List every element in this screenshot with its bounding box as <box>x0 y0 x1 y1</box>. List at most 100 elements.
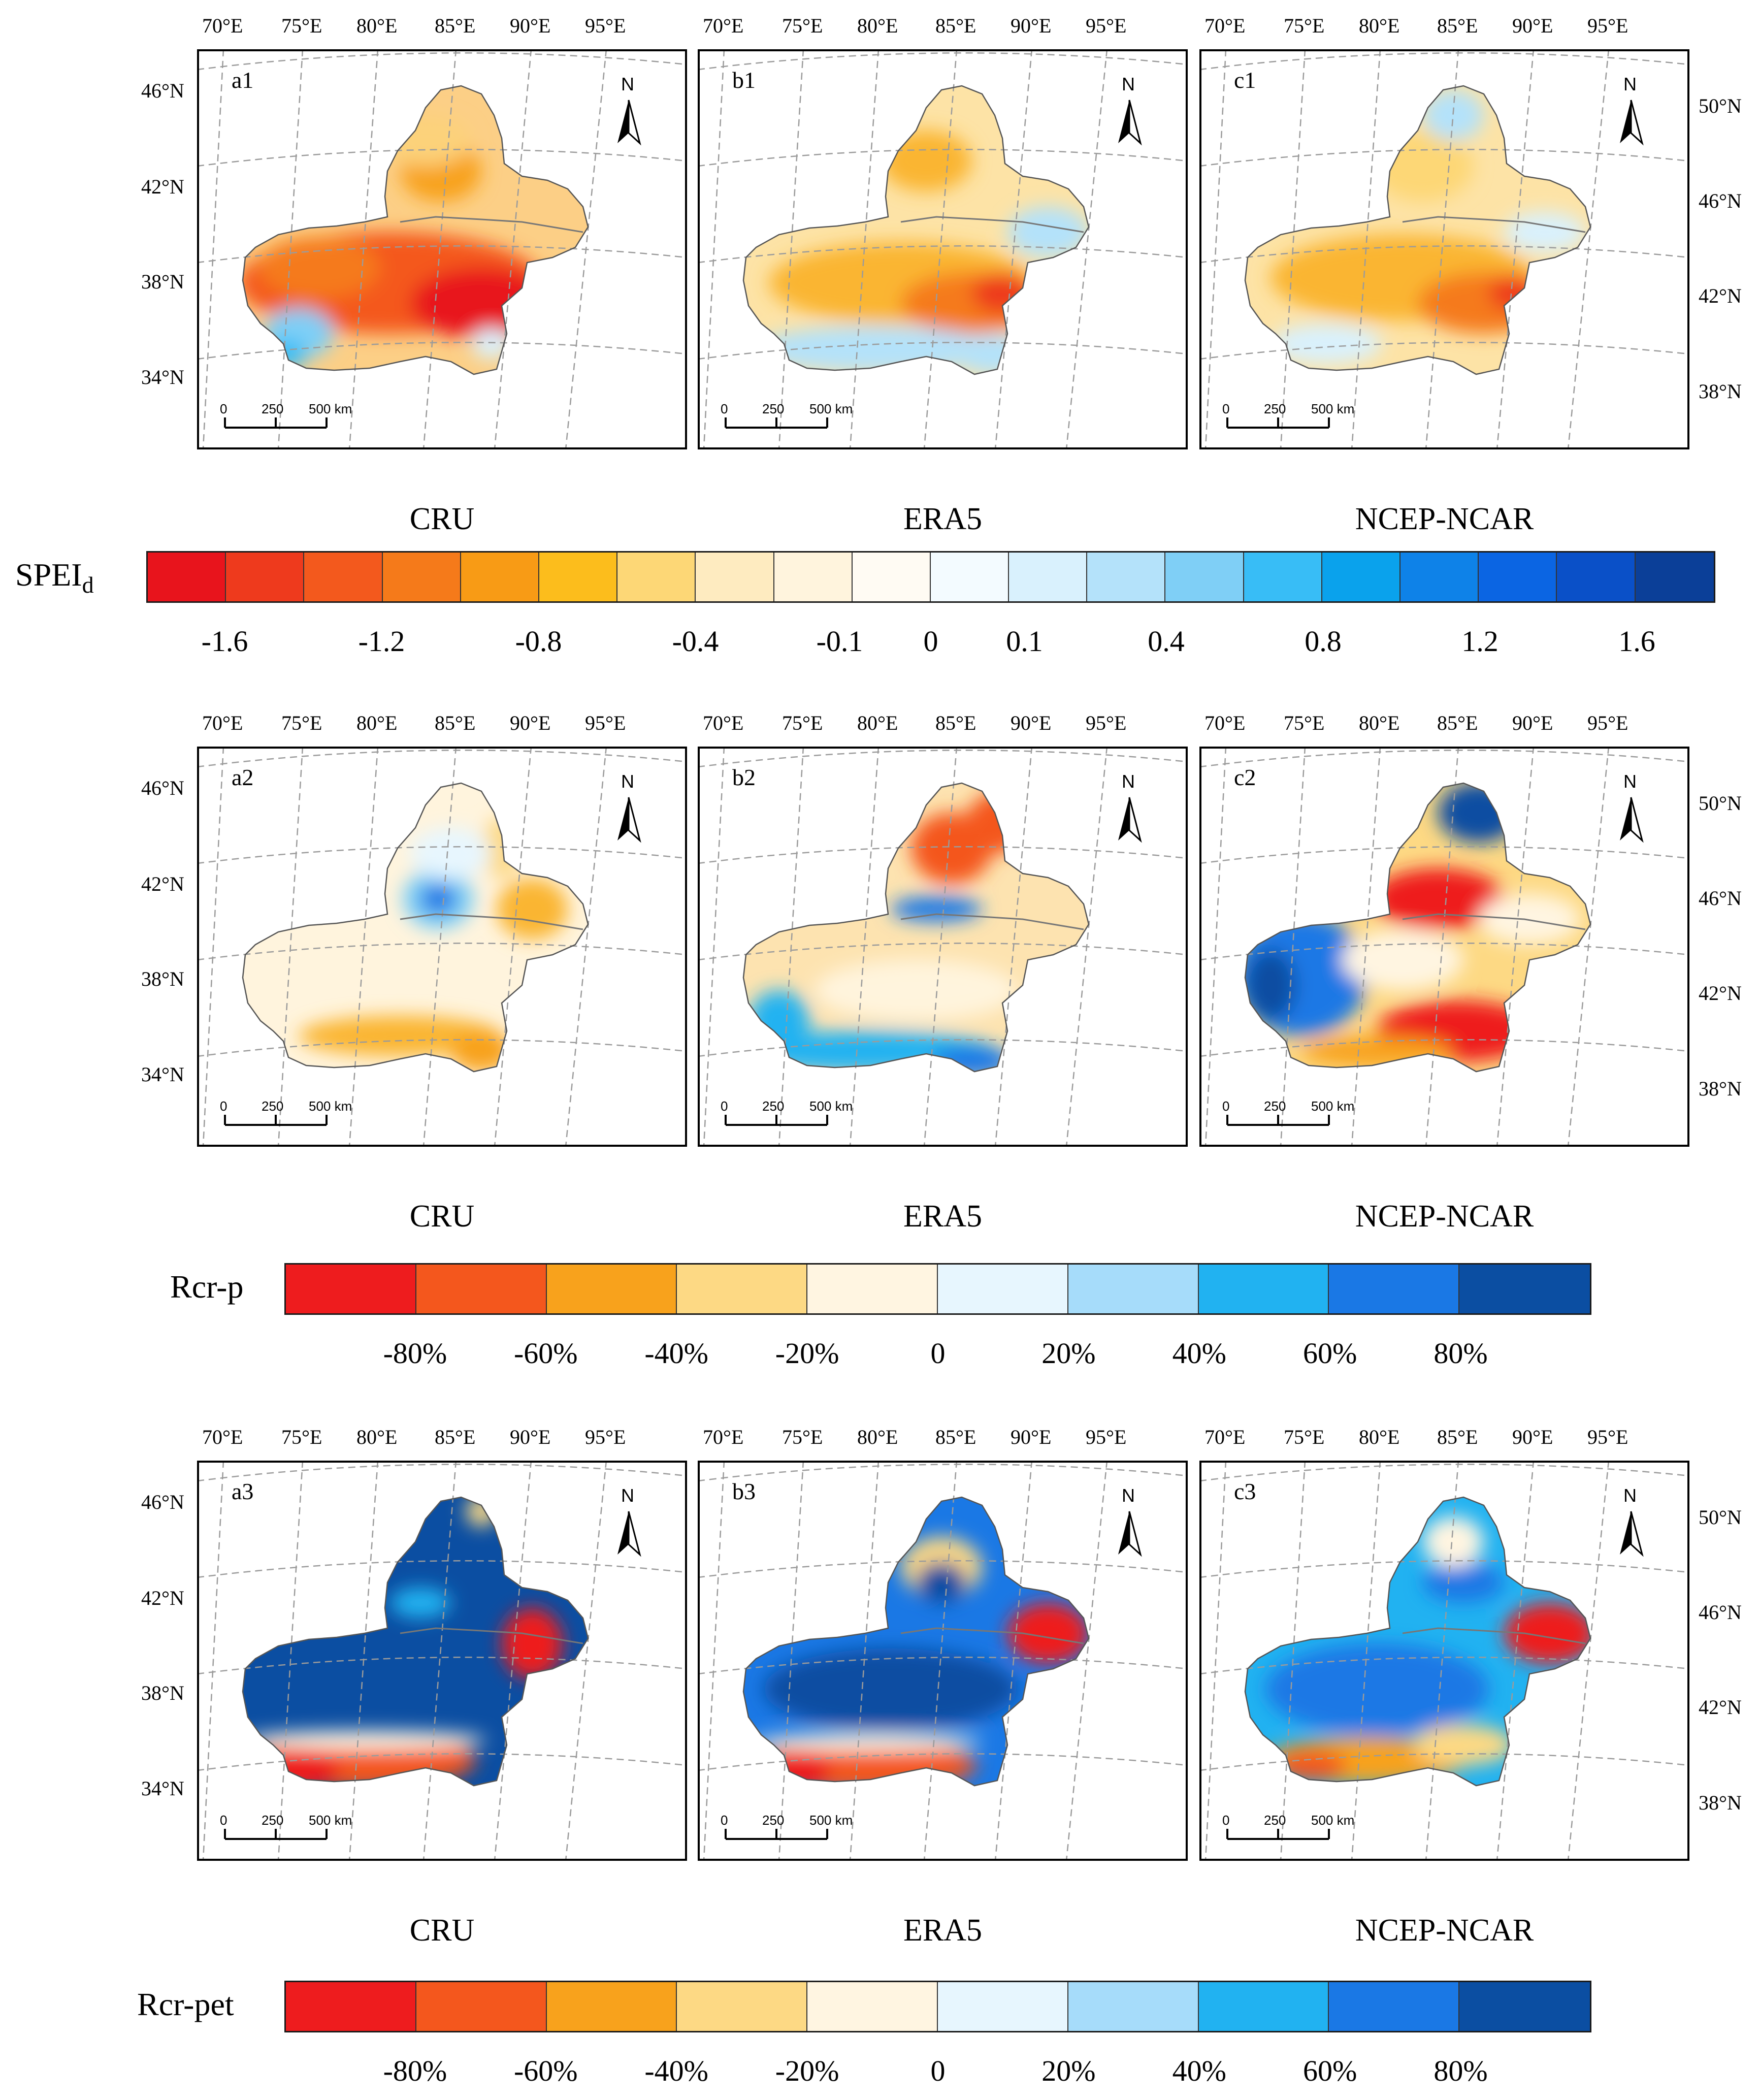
map-svg <box>698 747 1188 1147</box>
lon-tick-label: 95°E <box>1587 712 1628 734</box>
lon-tick-label: 75°E <box>281 712 322 734</box>
graticule <box>698 747 1188 1147</box>
colorbar-tick-label: 60% <box>1303 1337 1357 1370</box>
colorbar-title-main: Rcr-p <box>170 1269 244 1305</box>
value-patch <box>451 1031 512 1072</box>
map-svg <box>698 1461 1188 1861</box>
colorbar-tick-label: 40% <box>1172 1337 1226 1370</box>
graticule <box>1199 49 1689 449</box>
colorbar-tick-label: 0.1 <box>1006 625 1043 658</box>
colorbar-segment <box>539 553 618 601</box>
lon-tick-label: 70°E <box>703 14 744 37</box>
value-patch <box>420 884 456 914</box>
boundary-line <box>1402 1627 1586 1644</box>
north-arrow-icon <box>617 100 641 146</box>
north-arrow-icon <box>617 1511 641 1557</box>
boundary-line <box>900 216 1084 233</box>
north-label: N <box>1122 771 1135 792</box>
lon-tick-label: 85°E <box>1437 1426 1478 1448</box>
colorbar-tick-label: 0 <box>923 625 938 658</box>
map-svg <box>197 49 687 449</box>
boundary-line <box>900 1627 1084 1644</box>
value-patch <box>299 1016 502 1056</box>
panel-frame <box>197 49 687 449</box>
colorbar-segment <box>807 1265 938 1313</box>
north-label: N <box>1122 1485 1135 1506</box>
lon-tick-label: 70°E <box>202 14 243 37</box>
scale-bar-label: 500 km <box>809 1099 853 1114</box>
map-panel: a1 N 0 250 500 km <box>197 49 687 449</box>
scale-bar <box>725 1829 828 1840</box>
dataset-caption: ERA5 <box>903 1913 982 1948</box>
map-panel: c2 N 0 250 500 km <box>1199 747 1689 1147</box>
lon-tick-label: 80°E <box>857 14 898 37</box>
scale-bar <box>725 417 828 429</box>
lon-tick-label: 85°E <box>435 712 476 734</box>
map-svg <box>1199 1461 1689 1861</box>
graticule <box>698 49 1188 449</box>
value-patch <box>1007 207 1089 257</box>
north-label: N <box>1623 74 1637 94</box>
lon-tick-label: 85°E <box>435 14 476 37</box>
lon-tick-label: 85°E <box>435 1426 476 1448</box>
lat-tick-label: 34°N <box>141 1777 184 1800</box>
lon-tick-label: 95°E <box>1086 14 1127 37</box>
lon-tick-label: 95°E <box>1086 712 1127 734</box>
map-panel: b1 N 0 250 500 km <box>698 49 1188 449</box>
panel-frame <box>1199 49 1689 449</box>
graticule <box>1199 747 1689 1147</box>
dataset-caption: ERA5 <box>903 502 982 536</box>
lat-tick-label: 42°N <box>1699 284 1742 307</box>
lon-tick-label: 95°E <box>585 712 626 734</box>
value-patch <box>1413 1725 1514 1765</box>
map-svg <box>698 49 1188 449</box>
north-label: N <box>621 74 634 94</box>
lat-tick-label: 38°N <box>1699 380 1742 403</box>
north-arrow-icon <box>1620 797 1644 843</box>
colorbar-segment <box>677 1982 808 2031</box>
map-panel: b2 N 0 250 500 km <box>698 747 1188 1147</box>
value-patch <box>1423 1562 1504 1603</box>
lon-tick-label: 75°E <box>782 14 823 37</box>
colorbar-segment <box>1400 553 1479 601</box>
scale-bar-label: 250 <box>262 1099 284 1114</box>
scale-bar <box>1226 1115 1330 1126</box>
lon-tick-label: 90°E <box>510 1426 551 1448</box>
colorbar-tick-label: -60% <box>513 2054 578 2087</box>
colorbar-segment <box>1635 553 1714 601</box>
boundary-line <box>900 913 1084 930</box>
north-arrow-icon <box>1620 100 1644 146</box>
lon-tick-label: 90°E <box>1011 1426 1052 1448</box>
scale-bar <box>224 417 328 429</box>
lon-tick-label: 90°E <box>1512 712 1553 734</box>
colorbar-segment <box>461 553 539 601</box>
north-arrow-icon <box>1118 797 1142 843</box>
lon-tick-label: 85°E <box>1437 14 1478 37</box>
panel-frame <box>1199 1461 1689 1861</box>
colorbar-segment <box>1068 1265 1199 1313</box>
lon-tick-label: 70°E <box>703 1426 744 1448</box>
lon-tick-label: 90°E <box>510 712 551 734</box>
lon-tick-label: 75°E <box>281 1426 322 1448</box>
region-outline <box>242 1496 589 1787</box>
colorbar-title: Rcr-p <box>170 1268 243 1306</box>
north-label: N <box>1623 1485 1637 1506</box>
dataset-caption: NCEP-NCAR <box>1355 1913 1534 1948</box>
scale-bar-label: 500 km <box>809 1813 853 1828</box>
scale-bar-label: 500 km <box>309 401 352 416</box>
colorbar-segment <box>1459 1982 1590 2031</box>
scale-bar-label: 250 <box>762 401 785 416</box>
colorbar-segment <box>416 1982 547 2031</box>
graticule <box>197 1461 687 1861</box>
scale-bar-label: 0 <box>721 1813 728 1828</box>
region-outline <box>1244 1496 1591 1787</box>
lon-tick-label: 75°E <box>1284 712 1325 734</box>
lon-tick-label: 70°E <box>202 712 243 734</box>
scale-bar-label: 500 km <box>1311 1099 1355 1114</box>
value-patch <box>1504 1603 1590 1664</box>
lat-tick-label: 50°N <box>1699 1506 1742 1529</box>
colorbar-segment <box>937 1265 1068 1313</box>
panel-label: b3 <box>732 1478 756 1504</box>
region-outline <box>242 85 589 375</box>
scale-bar-label: 0 <box>220 1099 227 1114</box>
